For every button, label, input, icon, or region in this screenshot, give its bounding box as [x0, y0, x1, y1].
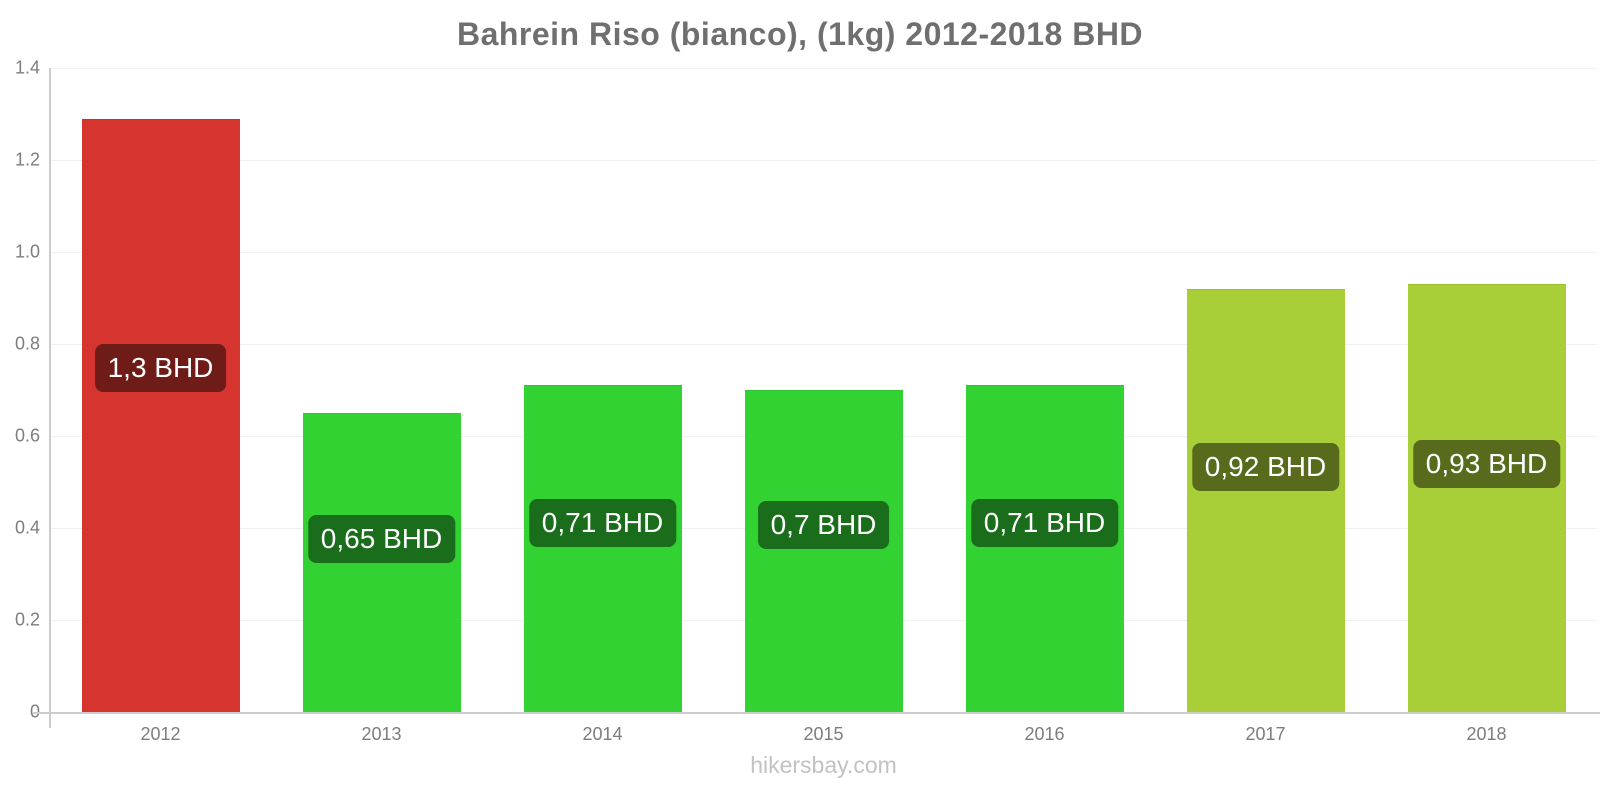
y-axis-line: [49, 68, 51, 728]
x-axis-tick-2012: 2012: [140, 724, 181, 744]
y-axis-tick-0.6: 0.6: [14, 425, 40, 446]
bar-2014[interactable]: [523, 385, 682, 713]
bar-2017[interactable]: [1186, 288, 1345, 713]
bar-2013[interactable]: [302, 413, 461, 713]
y-axis-tick-1.0: 1.0: [14, 241, 40, 262]
bar-2012[interactable]: [81, 118, 240, 713]
watermark-hikersbay: hikersbay.com: [750, 752, 897, 778]
bar-value-label-2018: 0,93 BHD: [1412, 439, 1561, 488]
y-axis-tick-0: 0: [0, 702, 40, 723]
x-axis-tick-2016: 2016: [1024, 724, 1065, 744]
bar-2016[interactable]: [965, 385, 1124, 713]
bar-value-label-2014: 0,71 BHD: [528, 498, 677, 547]
bar-value-label-2016: 0,71 BHD: [970, 498, 1119, 547]
x-axis-tick-2014: 2014: [582, 724, 623, 744]
bar-value-label-2015: 0,7 BHD: [757, 501, 890, 550]
gridline-y-1.0: [50, 252, 1597, 253]
gridline-y-1.2: [50, 160, 1597, 161]
y-axis-tick-0.2: 0.2: [14, 609, 40, 630]
bar-value-label-2012: 1,3 BHD: [94, 343, 227, 392]
gridline-y-1.4: [50, 68, 1597, 69]
x-axis-baseline: [33, 712, 1600, 714]
bar-value-label-2013: 0,65 BHD: [307, 514, 456, 563]
y-axis-tick-1.2: 1.2: [14, 149, 40, 170]
x-axis-tick-2018: 2018: [1466, 724, 1507, 744]
bar-value-label-2017: 0,92 BHD: [1191, 442, 1340, 491]
y-axis-tick-0.8: 0.8: [14, 333, 40, 354]
chart-title: Bahrein Riso (bianco), (1kg) 2012-2018 B…: [456, 16, 1144, 52]
x-axis-tick-2015: 2015: [803, 724, 844, 744]
x-axis-tick-2013: 2013: [361, 724, 402, 744]
gridline-y-0.8: [50, 344, 1597, 345]
y-axis-tick-1.4: 1.4: [14, 57, 40, 78]
x-axis-tick-2017: 2017: [1245, 724, 1286, 744]
y-axis-tick-0.4: 0.4: [14, 517, 40, 538]
bar-2018[interactable]: [1407, 284, 1566, 713]
bar-2015[interactable]: [744, 390, 903, 713]
